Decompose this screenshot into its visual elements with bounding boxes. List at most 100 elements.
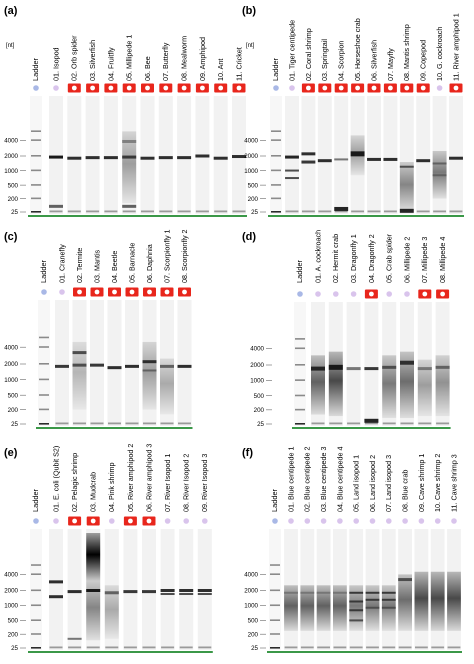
marker-inner-dot [200,85,205,91]
lane-band [399,208,414,213]
lane-label: 09. Amphipod [198,37,207,81]
lane-label: 02. Orb spider [70,35,79,81]
size-tick-label: 1000 [4,168,18,175]
marker-inner-dot [369,291,374,297]
sample-marker-dot [315,291,321,297]
lower-marker-band [449,210,463,213]
ladder-band [270,633,280,635]
lane-label: 08. Millipede 4 [438,237,447,283]
ladder-marker-dot [273,85,279,91]
lane-band [328,364,343,370]
size-tick-label: 4000 [4,138,18,145]
sample-marker-dot [288,518,294,524]
marker-inner-dot [371,85,377,91]
lower-marker-band [382,646,396,649]
sample-marker-dot [109,518,115,524]
lower-marker-band [198,646,212,649]
lane-smear [382,355,397,419]
lane-band [160,589,175,592]
lane-label: 07. Mayfly [386,48,395,81]
ladder-band [39,423,49,425]
lane-band [160,364,174,368]
panel-e: (e) Ladder 4000 2000 1000 500 200 25 01. E. coli… [4,444,213,653]
ladder-band [31,155,41,157]
lane-band [158,156,173,160]
ladder-band [31,184,41,186]
lane-label: 05. River amphipod 2 [126,444,135,512]
lane-smear [122,131,137,204]
sample-marker-dot [183,518,189,524]
sample-marker-dot [369,518,376,524]
sample-marker-dot [289,85,295,91]
lane-band [435,365,450,369]
marker-inner-dot [146,518,152,524]
lane-band [416,159,431,163]
lower-marker-band [161,646,175,649]
lane-band [122,139,137,143]
lane-band [349,591,364,594]
sample-lane [346,302,361,426]
lower-marker-band [301,210,315,213]
size-tick-label: 500 [8,182,19,189]
lane-label: 04. Pink shrimp [107,462,116,512]
size-tick-label: 200 [254,407,265,414]
sample-lane [364,302,379,426]
lane-band [49,204,63,208]
lane-label: 02. Hermit crab [331,234,340,283]
size-tick-label: 500 [8,392,19,399]
sample-lane [334,96,349,214]
ladder-band [31,211,41,213]
ladder-band [39,363,49,365]
lower-marker-band [68,646,82,649]
lane-label: 09. Cave shrimp 1 [417,454,426,512]
size-tick-label: 200 [248,196,259,203]
ladder-band [31,130,41,132]
lane-label: 07. Butterfly [161,42,170,81]
ladder-marker-dot [297,291,303,297]
lane-band [399,165,414,168]
sample-marker-dot [353,518,360,524]
lane-label: 08. River Isopod 2 [182,454,191,512]
lane-label: 06. Bee [143,56,152,81]
ladder-band [31,589,41,592]
lane-label: 04. Scorpion [337,41,346,81]
lower-marker-band [317,646,330,649]
lane-band [350,151,365,157]
size-tick-label: 500 [8,618,19,625]
lane-band [365,598,380,601]
lane-label: 10. Cave shrimp 2 [433,454,442,512]
lane-band [300,591,315,594]
lane-band [432,174,447,177]
lower-marker-band [347,422,361,425]
size-tick-label: 1000 [244,168,258,175]
marker-inner-dot [218,85,224,91]
lane-smear [328,351,343,417]
lane-band [367,157,381,161]
lower-marker-band [366,646,379,649]
sample-lane [107,300,122,426]
lane-smear [316,585,331,631]
panel-c: (c) Ladder 4000 2000 1000 500 200 25 01. Cranefl… [4,229,193,429]
size-tick-label: 4000 [4,572,18,579]
lane-label: 01. Cranefly [57,244,66,283]
lane-band [103,156,118,160]
size-tick-label: 200 [8,196,19,203]
sample-marker-dot [59,289,65,295]
ladder-marker-dot [33,518,39,524]
marker-inner-dot [164,289,170,295]
lane-label: 04. Fruitfly [106,47,115,81]
lane-band [142,360,157,364]
lower-marker-band [214,210,228,213]
ladder-band [39,394,49,396]
size-tick-label: 1000 [4,603,18,610]
sample-lane [49,96,63,214]
sample-lane [103,96,118,214]
lane-band [140,156,155,160]
lane-smear [86,581,101,641]
marker-inner-dot [147,289,152,295]
lower-marker-band [232,210,246,213]
lane-label: 07. Scorpionfly 1 [162,229,171,283]
ladder-band [31,619,41,621]
lane-band [317,159,332,163]
lane-band [123,590,138,594]
